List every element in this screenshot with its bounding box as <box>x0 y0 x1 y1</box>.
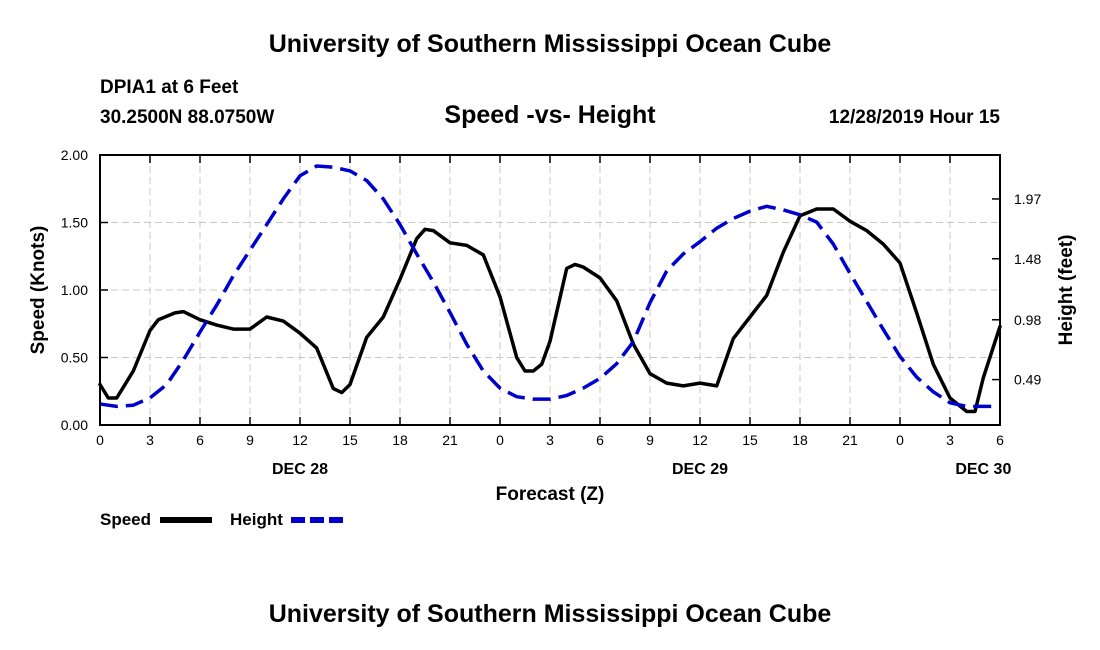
y-tick-label: 1.50 <box>61 215 88 231</box>
x-tick-label: 9 <box>246 432 254 448</box>
x-tick-label: 21 <box>442 432 458 448</box>
x-tick-label: 3 <box>146 432 154 448</box>
x-tick-label: 6 <box>996 432 1004 448</box>
x-tick-label: 12 <box>292 432 308 448</box>
x-date-label: DEC 30 <box>955 461 1011 478</box>
y2-axis-label: Height (feet) <box>1056 235 1077 346</box>
x-tick-label: 3 <box>546 432 554 448</box>
y-tick-label: 1.00 <box>61 282 88 298</box>
station-coords: 30.2500N 88.0750W <box>100 107 275 128</box>
legend-label-speed: Speed <box>100 510 151 529</box>
y2-tick-label: 1.97 <box>1014 191 1041 207</box>
x-tick-label: 9 <box>646 432 654 448</box>
x-tick-label: 15 <box>742 432 758 448</box>
x-tick-label: 6 <box>196 432 204 448</box>
y-tick-label: 0.00 <box>61 417 88 433</box>
y2-tick-label: 1.48 <box>1014 251 1041 267</box>
legend-label-height: Height <box>230 510 283 529</box>
legend: Speed Height <box>100 510 343 529</box>
chart-title: Speed -vs- Height <box>444 101 656 129</box>
x-tick-label: 18 <box>792 432 808 448</box>
series-line-speed <box>98 207 1002 414</box>
x-axis-label: Forecast (Z) <box>496 484 605 505</box>
y-tick-label: 2.00 <box>61 147 88 163</box>
x-tick-label: 6 <box>596 432 604 448</box>
grid-layer <box>100 155 1000 425</box>
series-line-height <box>99 164 1000 409</box>
series-layer <box>98 164 1002 414</box>
x-tick-label: 21 <box>842 432 858 448</box>
y-axis-label: Speed (Knots) <box>28 226 49 355</box>
footer-title: University of Southern Mississippi Ocean… <box>268 600 832 628</box>
x-tick-label: 0 <box>496 432 504 448</box>
page-title: University of Southern Mississippi Ocean… <box>268 30 832 58</box>
y2-tick-label: 0.49 <box>1014 372 1041 388</box>
x-tick-label: 12 <box>692 432 708 448</box>
y2-tick-label: 0.98 <box>1014 312 1041 328</box>
x-tick-label: 15 <box>342 432 358 448</box>
x-date-label: DEC 28 <box>272 461 328 478</box>
station-name: DPIA1 at 6 Feet <box>100 77 239 98</box>
x-tick-label: 0 <box>96 432 104 448</box>
axis-layer: 0 3 6 9 12 15 18 21 0 3 6 9 12 15 18 21 0 3 6 0.00 0.50 1.00 1… <box>61 147 1042 478</box>
x-tick-label: 18 <box>392 432 408 448</box>
x-date-label: DEC 29 <box>672 461 728 478</box>
x-tick-label: 3 <box>946 432 954 448</box>
y-tick-label: 0.50 <box>61 350 88 366</box>
forecast-datetime: 12/28/2019 Hour 15 <box>828 107 1000 128</box>
x-tick-label: 0 <box>896 432 904 448</box>
